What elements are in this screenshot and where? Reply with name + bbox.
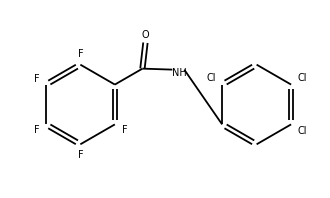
Text: Cl: Cl [206, 73, 216, 83]
Text: F: F [78, 150, 83, 160]
Text: NH: NH [172, 68, 187, 78]
Text: F: F [34, 125, 39, 135]
Text: Cl: Cl [298, 126, 307, 136]
Text: O: O [142, 30, 149, 40]
Text: F: F [121, 125, 127, 135]
Text: F: F [78, 49, 83, 59]
Text: Cl: Cl [298, 73, 307, 83]
Text: F: F [34, 74, 39, 84]
